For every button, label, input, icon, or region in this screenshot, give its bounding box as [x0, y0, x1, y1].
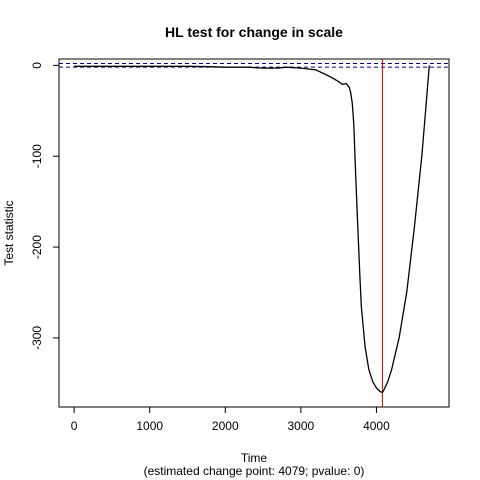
x-tick-label-4: 4000 [363, 419, 390, 433]
y-tick-label-3: -300 [30, 326, 44, 350]
x-tick-label-2: 2000 [212, 419, 239, 433]
reference-lines [59, 59, 449, 407]
y-tick-label-2: -200 [30, 235, 44, 259]
axes: 0 1000 2000 3000 4000 0 -100 -200 -300 [30, 62, 390, 433]
series-line [74, 65, 430, 394]
y-tick-label-0: 0 [30, 62, 44, 69]
y-axis-label: Test statistic [2, 200, 16, 265]
x-tick-label-1: 1000 [136, 419, 163, 433]
y-tick-label-1: -100 [30, 144, 44, 168]
x-axis-label: Time [241, 451, 268, 465]
chart-title: HL test for change in scale [165, 24, 343, 40]
plot-frame [58, 58, 450, 408]
x-axis-sublabel: (estimated change point: 4079; pvalue: 0… [144, 464, 365, 478]
x-tick-label-3: 3000 [288, 419, 315, 433]
x-tick-label-0: 0 [71, 419, 78, 433]
